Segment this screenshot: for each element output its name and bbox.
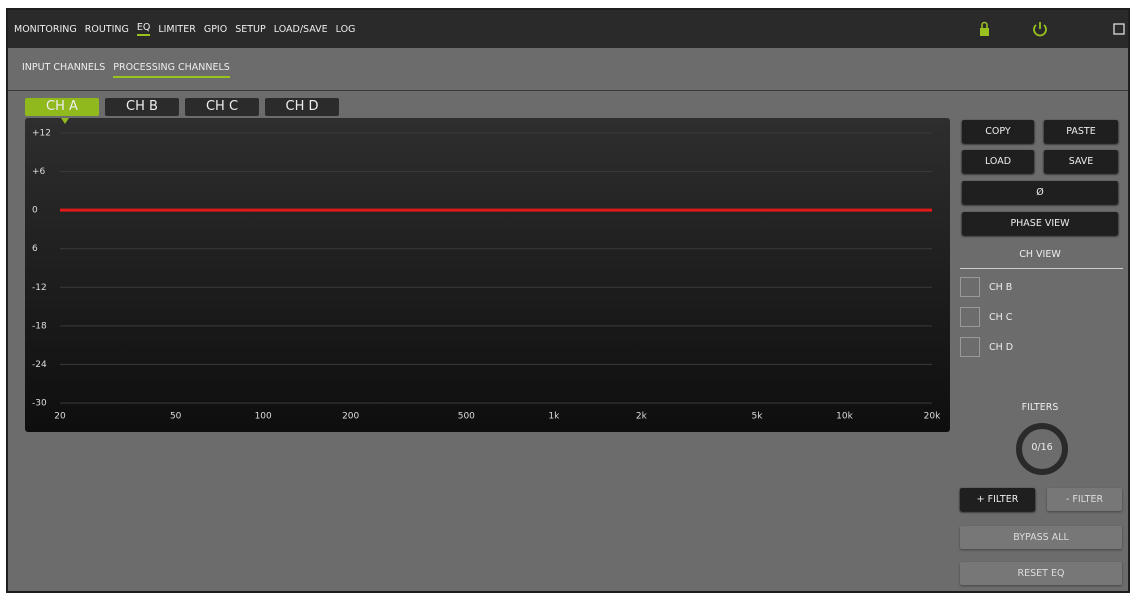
y-tick-label: -24 (32, 360, 47, 370)
save-button[interactable]: SAVE (1044, 150, 1118, 173)
channel-tab[interactable]: CH A (25, 98, 99, 116)
menu-item[interactable]: LOAD/SAVE (273, 23, 328, 35)
checkbox-label: CH B (989, 282, 1013, 293)
y-tick-label: -12 (32, 283, 47, 293)
menu-item[interactable]: LOG (335, 23, 356, 35)
x-tick-label: 1k (548, 412, 560, 422)
x-tick-label: 500 (458, 412, 475, 422)
x-tick-label: 100 (255, 412, 272, 422)
phase-invert-button[interactable]: Ø (962, 181, 1118, 204)
paste-button[interactable]: PASTE (1044, 120, 1118, 143)
filters-title: FILTERS (1021, 402, 1059, 413)
top-icons (980, 21, 1125, 37)
sub-tab[interactable]: INPUT CHANNELS (22, 62, 106, 73)
x-tick-label: 10k (836, 412, 853, 422)
y-tick-label: +6 (32, 167, 46, 177)
eq-graph: +12 +6 0 6 -12 -18 -24 -30 20 50 100 200 500 1k 2k 5k 10… (25, 118, 950, 432)
add-filter-button[interactable]: + FILTER (960, 488, 1035, 511)
sub-tabs: INPUT CHANNELS PROCESSING CHANNELS (22, 62, 230, 78)
checkbox-label: CH D (989, 342, 1014, 353)
lock-icon[interactable] (980, 28, 989, 36)
x-tick-label: 2k (636, 412, 648, 422)
menu-item[interactable]: MONITORING (14, 23, 77, 35)
remove-filter-button[interactable]: - FILTER (1047, 488, 1122, 511)
x-tick-label: 20k (924, 412, 941, 422)
bypass-all-button[interactable]: BYPASS ALL (960, 526, 1122, 549)
channel-tab[interactable]: CH C (185, 98, 259, 116)
reset-eq-button[interactable]: RESET EQ (960, 562, 1122, 585)
graph-background (25, 118, 950, 432)
menu-item[interactable]: SETUP (235, 23, 266, 35)
y-tick-label: 0 (32, 206, 38, 216)
checkbox[interactable] (960, 277, 980, 297)
checkbox[interactable] (960, 307, 980, 327)
divider (8, 90, 1128, 91)
power-icon[interactable] (1033, 24, 1047, 37)
menu-item[interactable]: GPIO (203, 23, 228, 35)
ch-view-title: CH VIEW (1019, 249, 1061, 260)
checkbox-label: CH C (989, 312, 1013, 323)
channel-tab[interactable]: CH B (105, 98, 179, 116)
filter-count: 0/16 (1031, 442, 1053, 453)
phase-view-button[interactable]: PHASE VIEW (962, 212, 1118, 235)
x-tick-label: 20 (54, 412, 66, 422)
y-tick-label: -30 (32, 399, 47, 409)
y-tick-label: +12 (32, 129, 51, 139)
copy-button[interactable]: COPY (962, 120, 1034, 143)
menu-bar: MONITORING ROUTING EQ LIMITER GPIO SETUP LOAD/… (8, 10, 1128, 48)
channel-tab[interactable]: CH D (265, 98, 339, 116)
menu-item[interactable]: EQ (136, 22, 151, 36)
load-button[interactable]: LOAD (962, 150, 1034, 173)
filter-ring (1016, 423, 1068, 475)
app-window: MONITORING ROUTING EQ LIMITER GPIO SETUP LOAD/… (6, 8, 1130, 593)
menu-item[interactable]: LIMITER (158, 23, 196, 35)
x-tick-label: 5k (752, 412, 764, 422)
menu-item[interactable]: ROUTING (84, 23, 129, 35)
y-tick-label: 6 (32, 244, 38, 254)
divider (960, 268, 1123, 269)
fullscreen-icon[interactable] (1113, 23, 1125, 35)
sub-tab[interactable]: PROCESSING CHANNELS (113, 62, 230, 78)
x-tick-label: 50 (170, 412, 182, 422)
y-tick-label: -18 (32, 321, 47, 331)
x-tick-label: 200 (342, 412, 359, 422)
checkbox[interactable] (960, 337, 980, 357)
